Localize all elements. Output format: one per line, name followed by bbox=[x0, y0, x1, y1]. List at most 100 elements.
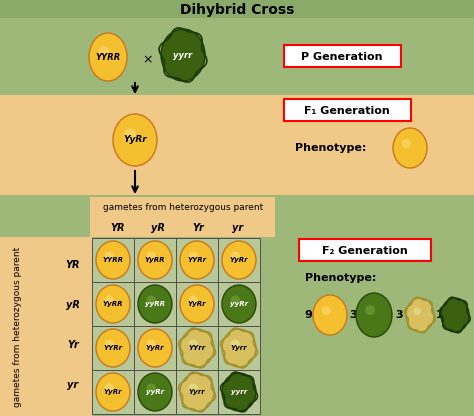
Ellipse shape bbox=[230, 295, 240, 304]
Ellipse shape bbox=[189, 339, 198, 348]
Text: F₂ Generation: F₂ Generation bbox=[322, 246, 408, 256]
Bar bbox=[92, 326, 134, 370]
Text: YyRr: YyRr bbox=[123, 136, 147, 144]
Bar bbox=[92, 370, 134, 414]
Ellipse shape bbox=[146, 252, 156, 260]
Text: Yyrr: Yyrr bbox=[189, 389, 205, 395]
Bar bbox=[92, 238, 134, 282]
Text: gametes from heterozygous parent: gametes from heterozygous parent bbox=[13, 247, 22, 407]
Ellipse shape bbox=[96, 373, 130, 411]
Text: YyRr: YyRr bbox=[230, 257, 248, 263]
Text: YYRR: YYRR bbox=[102, 257, 124, 263]
Text: yR: yR bbox=[151, 223, 165, 233]
Ellipse shape bbox=[413, 307, 421, 315]
Ellipse shape bbox=[365, 305, 375, 315]
Text: gametes from heterozygous parent: gametes from heterozygous parent bbox=[103, 203, 263, 213]
Text: YyRr: YyRr bbox=[104, 389, 122, 395]
Ellipse shape bbox=[96, 329, 130, 367]
Text: YYRR: YYRR bbox=[95, 52, 120, 62]
Ellipse shape bbox=[393, 128, 427, 168]
Ellipse shape bbox=[180, 373, 214, 411]
Bar bbox=[0, 237, 92, 416]
Bar bbox=[0, 18, 474, 95]
Text: yR: yR bbox=[66, 300, 80, 310]
Text: YR: YR bbox=[66, 260, 80, 270]
Bar bbox=[176, 326, 218, 370]
Ellipse shape bbox=[448, 307, 456, 315]
Ellipse shape bbox=[105, 252, 114, 260]
Bar bbox=[176, 238, 218, 282]
Ellipse shape bbox=[230, 384, 240, 392]
FancyBboxPatch shape bbox=[299, 239, 431, 261]
Ellipse shape bbox=[99, 46, 109, 57]
Bar bbox=[218, 282, 260, 326]
Text: YyRr: YyRr bbox=[188, 301, 206, 307]
Ellipse shape bbox=[172, 43, 184, 55]
Ellipse shape bbox=[180, 285, 214, 323]
FancyBboxPatch shape bbox=[284, 99, 411, 121]
Ellipse shape bbox=[356, 293, 392, 337]
Ellipse shape bbox=[161, 29, 205, 81]
Ellipse shape bbox=[180, 241, 214, 279]
Bar bbox=[176, 370, 218, 414]
Ellipse shape bbox=[189, 252, 198, 260]
Ellipse shape bbox=[189, 295, 198, 304]
Text: Yr: Yr bbox=[192, 223, 204, 233]
Bar bbox=[218, 326, 260, 370]
Text: YYRr: YYRr bbox=[187, 257, 207, 263]
Bar bbox=[0, 195, 474, 416]
Bar bbox=[0, 95, 474, 195]
Ellipse shape bbox=[124, 129, 136, 140]
Ellipse shape bbox=[222, 329, 256, 367]
Ellipse shape bbox=[96, 285, 130, 323]
Ellipse shape bbox=[105, 339, 114, 348]
Ellipse shape bbox=[230, 252, 240, 260]
Text: Yyrr: Yyrr bbox=[231, 345, 247, 351]
Bar bbox=[218, 238, 260, 282]
Ellipse shape bbox=[222, 241, 256, 279]
Ellipse shape bbox=[230, 339, 240, 348]
Bar bbox=[134, 370, 176, 414]
Bar bbox=[90, 197, 275, 237]
Ellipse shape bbox=[89, 33, 127, 81]
Bar bbox=[134, 326, 176, 370]
Ellipse shape bbox=[146, 295, 156, 304]
Ellipse shape bbox=[189, 384, 198, 392]
Text: Phenotype:: Phenotype: bbox=[305, 273, 376, 283]
Ellipse shape bbox=[321, 306, 331, 315]
Text: YyRR: YyRR bbox=[145, 257, 165, 263]
Text: Yr: Yr bbox=[67, 340, 79, 350]
Text: yyRr: yyRr bbox=[230, 301, 248, 307]
Ellipse shape bbox=[146, 339, 156, 348]
Ellipse shape bbox=[401, 139, 411, 148]
Text: Phenotype:: Phenotype: bbox=[295, 143, 366, 153]
Text: yyrr: yyrr bbox=[231, 389, 247, 395]
Ellipse shape bbox=[222, 285, 256, 323]
Ellipse shape bbox=[313, 295, 347, 335]
Ellipse shape bbox=[138, 285, 172, 323]
Text: 3 :: 3 : bbox=[350, 310, 366, 320]
Text: yr: yr bbox=[232, 223, 244, 233]
Ellipse shape bbox=[138, 329, 172, 367]
Ellipse shape bbox=[138, 373, 172, 411]
Ellipse shape bbox=[180, 329, 214, 367]
Bar bbox=[92, 282, 134, 326]
Ellipse shape bbox=[222, 373, 256, 411]
Ellipse shape bbox=[138, 241, 172, 279]
Ellipse shape bbox=[105, 295, 114, 304]
Text: P Generation: P Generation bbox=[301, 52, 383, 62]
Bar bbox=[0, 0, 474, 18]
Text: yr: yr bbox=[67, 380, 79, 390]
Text: ×: × bbox=[143, 54, 153, 67]
Text: 1: 1 bbox=[436, 310, 444, 320]
Ellipse shape bbox=[406, 298, 434, 332]
Text: 9 :: 9 : bbox=[305, 310, 321, 320]
Text: YYRr: YYRr bbox=[103, 345, 123, 351]
Ellipse shape bbox=[441, 298, 469, 332]
Bar bbox=[134, 238, 176, 282]
Text: yyRR: yyRR bbox=[145, 301, 165, 307]
Text: YR: YR bbox=[111, 223, 125, 233]
Bar bbox=[176, 282, 218, 326]
Text: F₁ Generation: F₁ Generation bbox=[304, 106, 390, 116]
Bar bbox=[134, 282, 176, 326]
